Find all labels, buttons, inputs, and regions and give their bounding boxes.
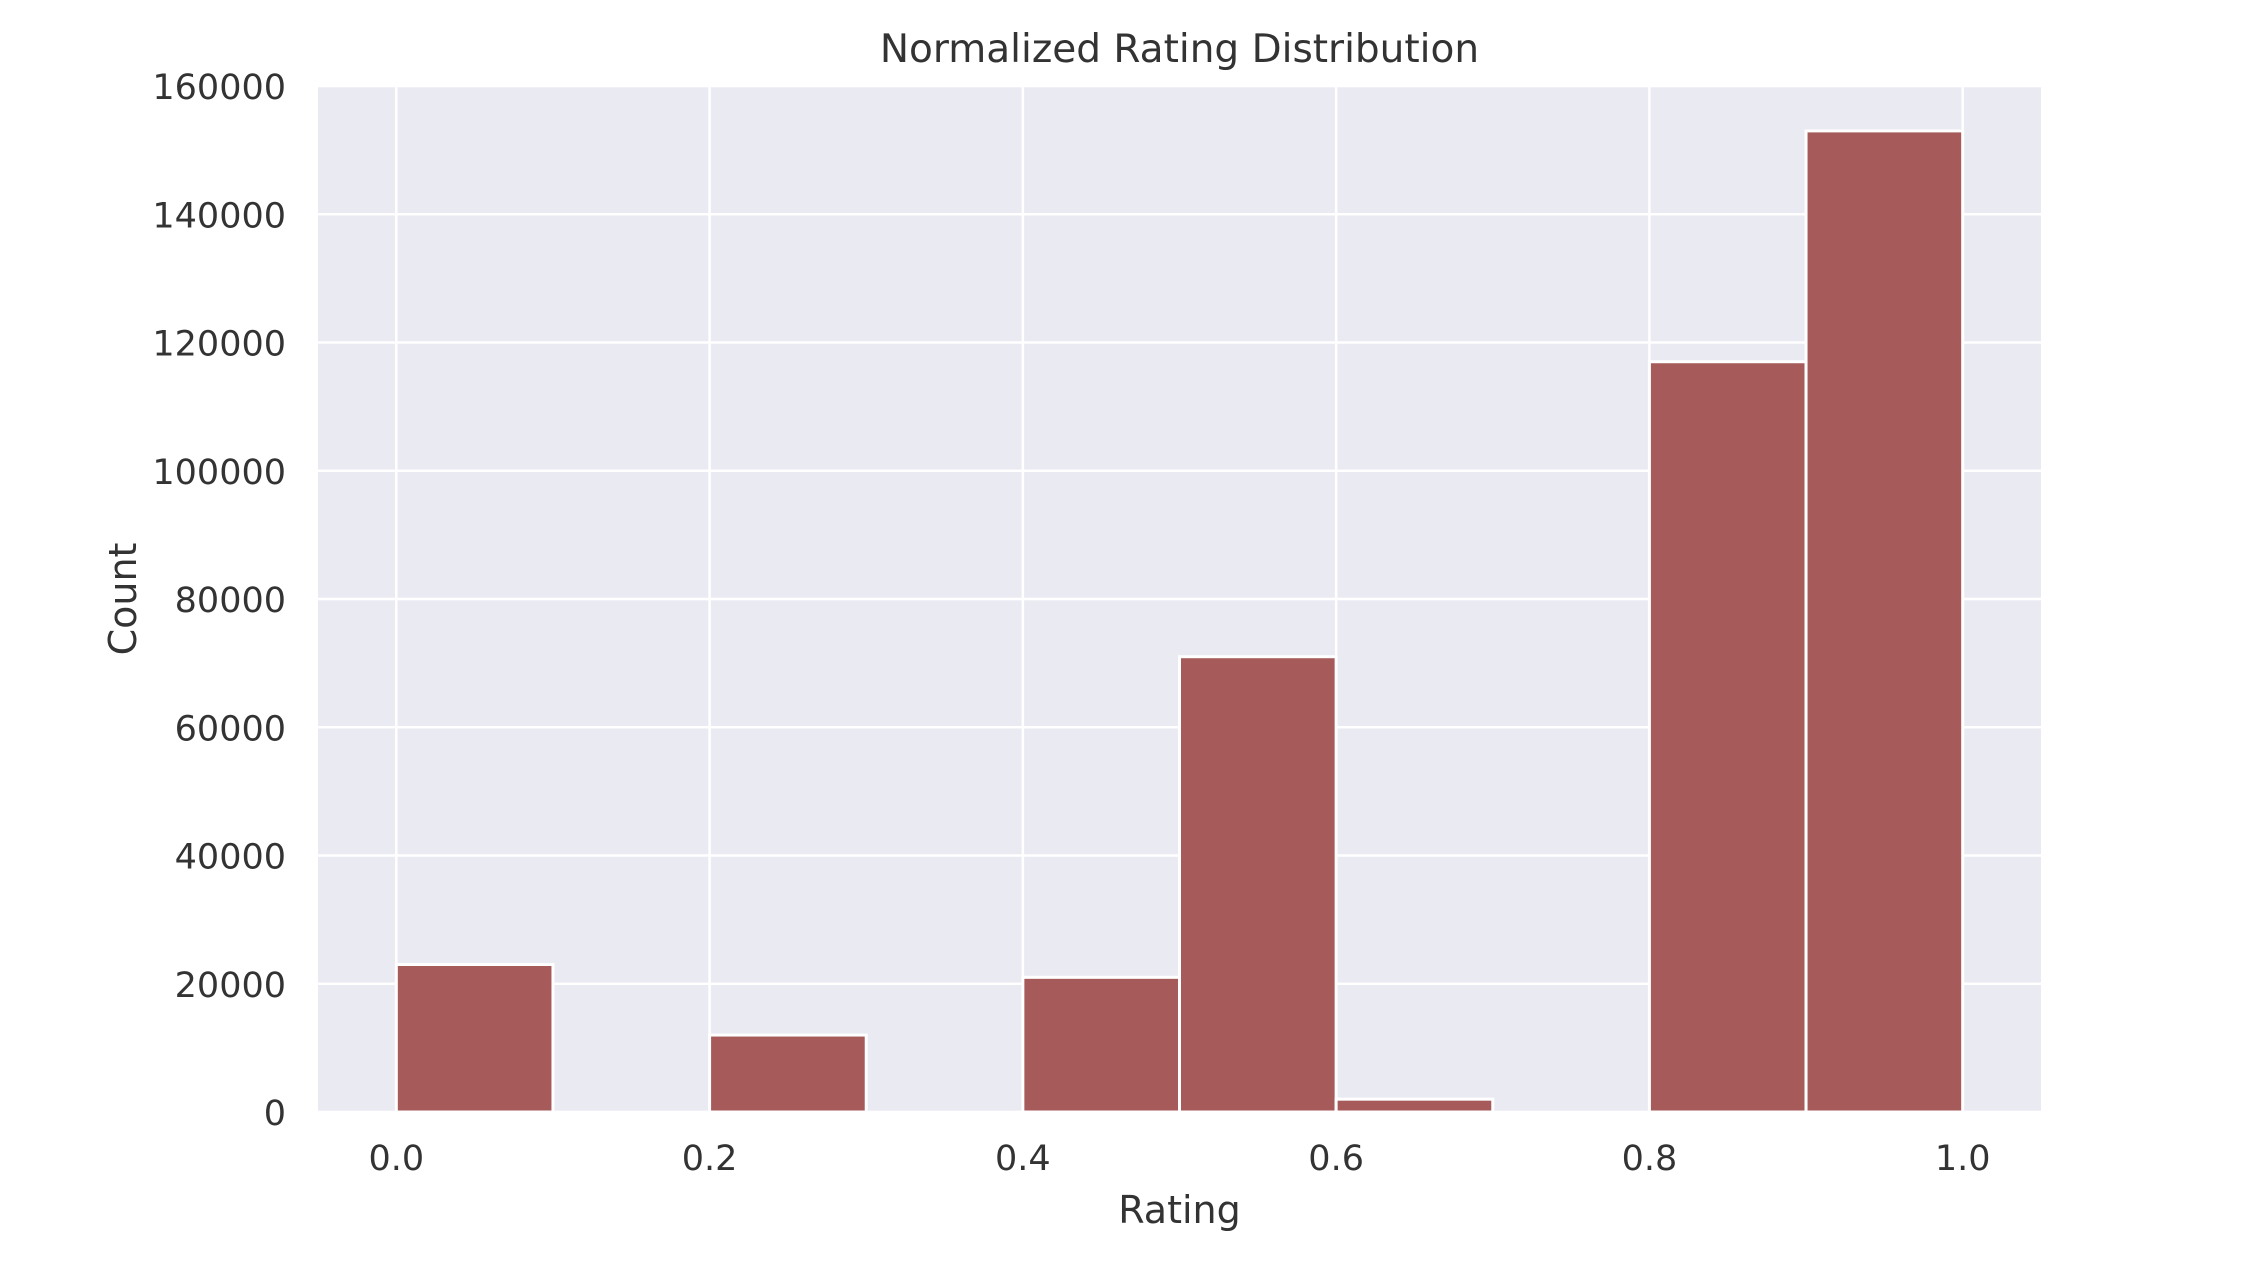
- y-tick-label: 160000: [152, 68, 286, 108]
- x-tick-label: 0.2: [682, 1139, 738, 1179]
- histogram-bar: [1334, 1097, 1495, 1114]
- y-tick-label: 120000: [152, 325, 286, 365]
- histogram-bar: [394, 963, 555, 1114]
- histogram-bars: [394, 129, 1965, 1114]
- x-tick-label: 0.6: [1308, 1139, 1364, 1179]
- y-tick-label: 80000: [175, 581, 286, 621]
- x-tick-label: 0.8: [1622, 1139, 1678, 1179]
- x-tick-label: 0.4: [995, 1139, 1051, 1179]
- x-tick-label: 0.0: [368, 1139, 424, 1179]
- y-tick-label: 0: [264, 1094, 286, 1134]
- tick-labels: 0 20000 40000 60000 80000 100000 120000 140000 1…: [152, 68, 1990, 1179]
- y-axis-label: Count: [101, 543, 145, 656]
- histogram-bar: [1647, 360, 1808, 1114]
- y-tick-label: 60000: [175, 709, 286, 749]
- x-tick-label: 1.0: [1935, 1139, 1991, 1179]
- histogram-bar: [1178, 655, 1338, 1114]
- histogram-bar: [708, 1033, 868, 1114]
- chart-title: Normalized Rating Distribution: [880, 27, 1479, 72]
- histogram-bar: [1804, 129, 1965, 1114]
- x-axis-label: Rating: [1118, 1188, 1241, 1232]
- histogram-bar: [1021, 975, 1182, 1114]
- y-tick-label: 40000: [175, 838, 286, 878]
- y-tick-label: 140000: [152, 196, 286, 236]
- y-tick-label: 20000: [175, 966, 286, 1006]
- y-tick-label: 100000: [152, 453, 286, 493]
